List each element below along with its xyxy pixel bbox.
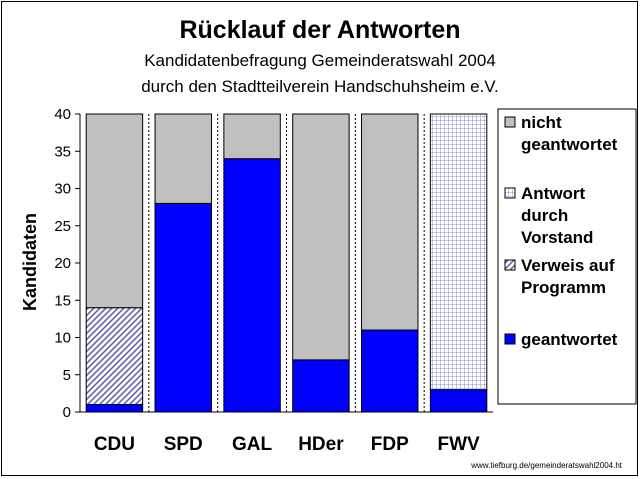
y-tick-label: 20 — [54, 255, 71, 272]
bar-gal-geantwortet — [223, 158, 281, 413]
x-tick-label: GAL — [232, 434, 273, 455]
chart-subtitle-line-1: Kandidatenbefragung Gemeinderatswahl 200… — [144, 51, 496, 70]
y-tick-label: 30 — [54, 181, 71, 198]
bar-spd-nicht-geantwortet — [154, 113, 212, 204]
bar-spd-geantwortet — [154, 202, 212, 413]
y-tick-label: 5 — [63, 367, 71, 384]
chart-title: Rücklauf der Antworten — [179, 16, 460, 44]
bar-cdu-verweis-auf-programm — [85, 307, 144, 406]
legend-entry-label: durch — [521, 206, 568, 225]
y-axis-label: Kandidaten — [20, 213, 40, 311]
legend-entry-label: Antwort — [521, 184, 586, 203]
x-tick-label: SPD — [164, 434, 203, 455]
legend-entry-label: nicht — [521, 113, 562, 132]
legend-swatch — [504, 116, 516, 128]
bar-fdp-geantwortet — [361, 329, 419, 413]
y-tick-label: 15 — [54, 292, 71, 309]
legend-swatch — [504, 259, 516, 271]
x-tick-label: FWV — [437, 434, 480, 455]
x-tick-label: HDer — [298, 434, 344, 455]
x-tick-label: FDP — [371, 434, 409, 455]
source-note: www.tiefburg.de/gemeinderatswahl2004.ht — [470, 461, 623, 470]
y-tick-label: 25 — [54, 218, 71, 235]
legend-box — [497, 108, 637, 405]
bar-cdu-geantwortet — [85, 404, 144, 413]
y-tick-label: 35 — [54, 143, 71, 160]
y-tick-label: 10 — [54, 330, 71, 347]
legend-entry-label: geantwortet — [521, 135, 618, 154]
chart-subtitle-line-2: durch den Stadtteilverein Handschuhsheim… — [141, 77, 499, 96]
legend-swatch — [504, 333, 516, 345]
plot-area: CDU SPD GAL HDer FDP FWV 0 5 10 15 20 25 30 35 40 — [54, 106, 493, 455]
y-tick-label: 40 — [54, 106, 71, 123]
legend-entry-label: Programm — [521, 278, 606, 297]
bar-cdu-nicht-geantwortet — [85, 113, 144, 309]
legend-swatch — [504, 187, 516, 199]
legend-entry-label: Verweis auf — [521, 256, 615, 275]
bar-fwv-antwort-durch-vorstand — [429, 113, 488, 391]
y-tick-label: 0 — [63, 404, 71, 421]
legend-entry-label: geantwortet — [521, 330, 618, 349]
legend-entry-label: Vorstand — [521, 228, 593, 247]
bar-fwv-geantwortet — [429, 389, 488, 413]
x-tick-label: CDU — [94, 434, 135, 455]
bar-gal-nicht-geantwortet — [223, 113, 281, 160]
bar-hder-geantwortet — [292, 359, 350, 413]
legend: nicht geantwortet Antwort durch Vorstand Verw… — [497, 108, 637, 405]
bar-fdp-nicht-geantwortet — [361, 113, 419, 331]
bar-hder-nicht-geantwortet — [292, 113, 350, 361]
